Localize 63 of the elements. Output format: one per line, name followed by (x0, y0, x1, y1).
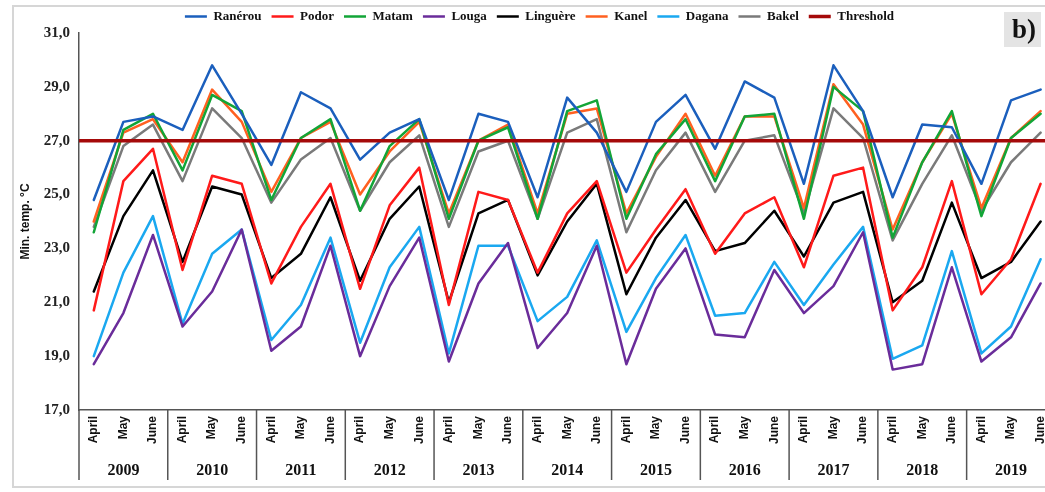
legend-label: Podor (300, 7, 335, 23)
x-tick-label: June (500, 415, 515, 445)
text: 2014 (551, 461, 584, 479)
legend-label: Dagana (685, 7, 729, 23)
text: 2019 (995, 461, 1028, 479)
x-tick-label: April (973, 416, 988, 444)
x-tick-label: June (677, 415, 692, 445)
legend-label: Threshold (837, 7, 895, 23)
y-tick-label: 19,0 (43, 347, 70, 364)
x-tick-label: April (707, 416, 722, 444)
text: 2012 (373, 461, 406, 479)
chart-title: b) (1003, 12, 1041, 47)
y-tick-label: 31,0 (43, 23, 70, 40)
x-tick-label: May (470, 415, 485, 440)
x-tick-label: June (234, 415, 249, 445)
x-tick-label: June (411, 415, 426, 445)
legend-label: Louga (451, 7, 488, 23)
text: 2015 (639, 461, 672, 479)
x-tick-label: April (796, 416, 811, 444)
x-tick-label: May (737, 415, 752, 440)
x-tick-label: May (825, 415, 840, 440)
x-tick-label: May (648, 415, 663, 440)
y-tick-label: 29,0 (43, 77, 70, 94)
text: 2016 (728, 461, 761, 479)
x-tick-label: April (441, 416, 456, 444)
legend-label: Ranérou (213, 7, 262, 23)
x-tick-label: April (529, 416, 544, 444)
x-tick-label: April (352, 416, 367, 444)
x-tick-label: May (559, 415, 574, 440)
text: 2009 (107, 461, 140, 479)
x-tick-label: April (86, 416, 101, 444)
x-tick-label: April (263, 416, 278, 444)
text: 2018 (906, 461, 939, 479)
x-tick-label: April (884, 416, 899, 444)
y-tick-label: 17,0 (43, 400, 70, 417)
x-tick-label: May (293, 415, 308, 440)
legend-label: Linguère (525, 7, 576, 23)
x-tick-label: June (944, 415, 959, 445)
legend-label: Kanel (614, 7, 648, 23)
text: 2010 (196, 461, 229, 479)
x-tick-label: June (766, 415, 781, 445)
y-tick-label: 25,0 (43, 185, 70, 202)
x-tick-label: May (914, 415, 929, 440)
x-tick-label: June (855, 415, 870, 445)
x-tick-label: May (115, 415, 130, 440)
x-tick-label: June (1032, 415, 1045, 445)
x-tick-label: June (322, 415, 337, 445)
legend-label: Matam (372, 7, 414, 23)
x-tick-label: June (589, 415, 604, 445)
y-tick-label: 21,0 (43, 293, 70, 310)
y-tick-label: 23,0 (43, 239, 70, 256)
x-tick-label: May (381, 415, 396, 440)
text: 2013 (462, 461, 495, 479)
y-axis-title: Min. temp. °C (17, 183, 32, 260)
x-tick-label: April (174, 416, 189, 444)
text: 2017 (817, 461, 850, 479)
legend-label: Bakel (766, 7, 800, 23)
y-tick-label: 27,0 (43, 131, 70, 148)
x-tick-label: May (204, 415, 219, 440)
x-tick-label: May (1003, 415, 1018, 440)
x-tick-label: April (618, 416, 633, 444)
text: 2011 (285, 461, 317, 479)
x-tick-label: June (145, 415, 160, 445)
